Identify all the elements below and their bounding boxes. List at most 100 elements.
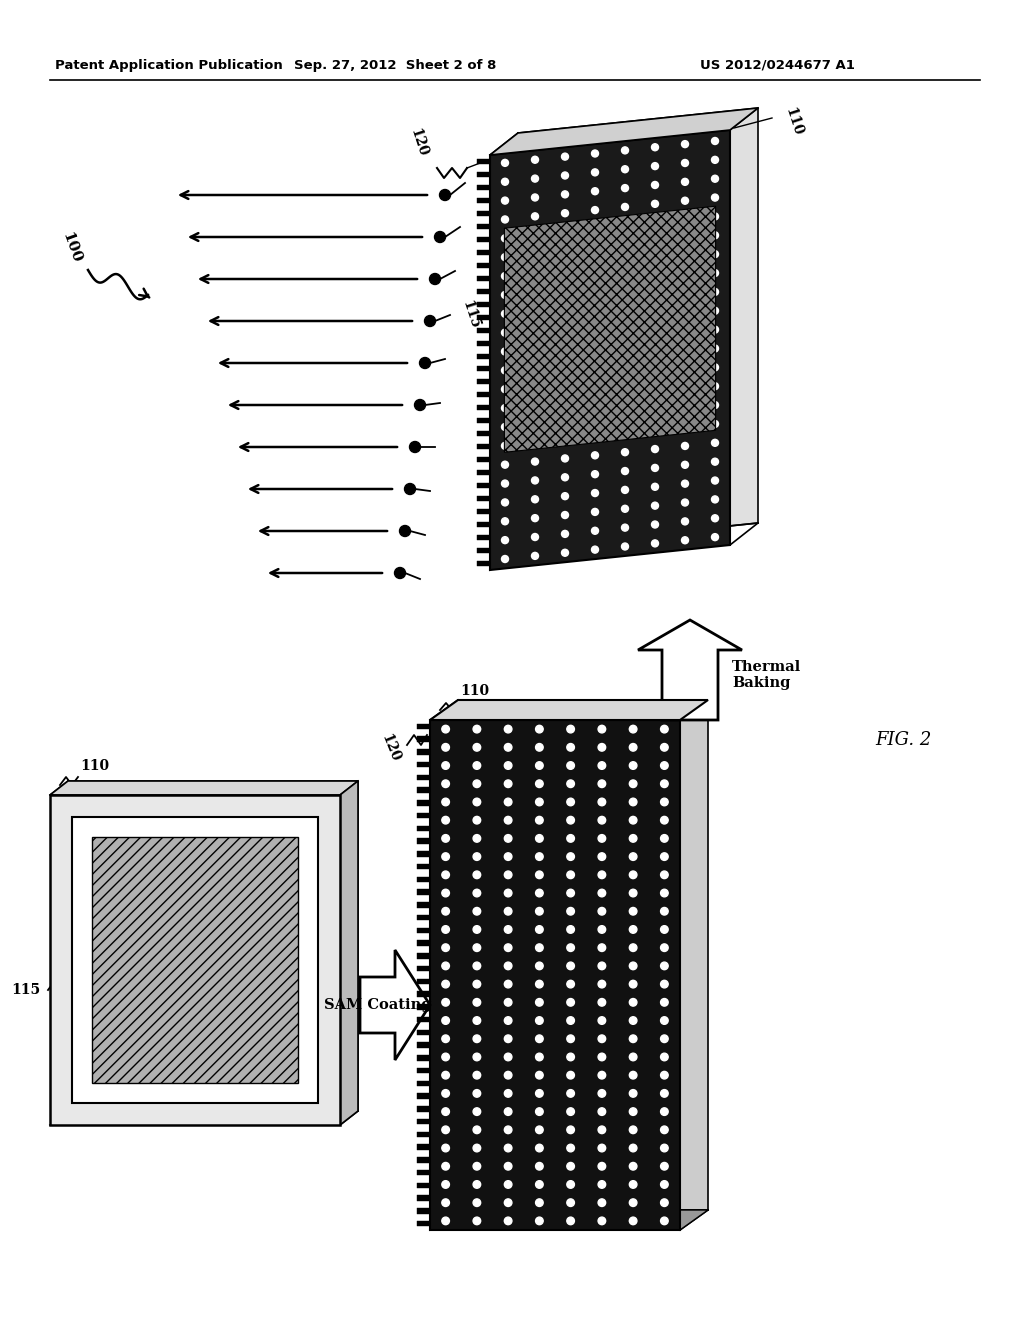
Circle shape bbox=[651, 408, 658, 414]
Circle shape bbox=[651, 540, 658, 546]
Circle shape bbox=[502, 461, 509, 469]
Circle shape bbox=[598, 1072, 605, 1078]
Polygon shape bbox=[505, 206, 716, 453]
Circle shape bbox=[561, 531, 568, 537]
Polygon shape bbox=[477, 341, 490, 346]
Circle shape bbox=[712, 232, 719, 239]
Circle shape bbox=[630, 1180, 637, 1188]
Circle shape bbox=[502, 517, 509, 525]
Text: 120: 120 bbox=[408, 127, 430, 158]
Circle shape bbox=[441, 1217, 450, 1225]
Circle shape bbox=[651, 181, 658, 189]
Polygon shape bbox=[417, 1208, 430, 1213]
Circle shape bbox=[712, 401, 719, 409]
Circle shape bbox=[622, 317, 629, 323]
Circle shape bbox=[660, 1180, 669, 1188]
Circle shape bbox=[651, 465, 658, 471]
Circle shape bbox=[473, 1089, 480, 1097]
Circle shape bbox=[567, 743, 574, 751]
Circle shape bbox=[561, 492, 568, 500]
Circle shape bbox=[505, 1035, 512, 1043]
Polygon shape bbox=[477, 158, 490, 164]
Circle shape bbox=[630, 1016, 637, 1024]
Circle shape bbox=[561, 342, 568, 348]
Circle shape bbox=[425, 315, 435, 326]
Circle shape bbox=[531, 477, 539, 484]
Circle shape bbox=[630, 1072, 637, 1078]
Polygon shape bbox=[477, 367, 490, 371]
Circle shape bbox=[505, 1053, 512, 1061]
Circle shape bbox=[592, 207, 598, 214]
Circle shape bbox=[682, 216, 688, 223]
Circle shape bbox=[682, 253, 688, 261]
Circle shape bbox=[630, 780, 637, 788]
Circle shape bbox=[682, 273, 688, 280]
Circle shape bbox=[531, 213, 539, 220]
Circle shape bbox=[473, 962, 480, 970]
Circle shape bbox=[531, 401, 539, 408]
Polygon shape bbox=[477, 263, 490, 268]
Polygon shape bbox=[638, 620, 742, 719]
Circle shape bbox=[561, 549, 568, 556]
Polygon shape bbox=[417, 863, 430, 870]
Circle shape bbox=[660, 1217, 669, 1225]
Circle shape bbox=[622, 242, 629, 248]
Circle shape bbox=[531, 440, 539, 446]
Circle shape bbox=[531, 533, 539, 540]
Circle shape bbox=[536, 1163, 543, 1170]
Circle shape bbox=[536, 816, 543, 824]
Circle shape bbox=[502, 272, 509, 280]
Text: Sep. 27, 2012  Sheet 2 of 8: Sep. 27, 2012 Sheet 2 of 8 bbox=[294, 58, 497, 71]
Circle shape bbox=[441, 1163, 450, 1170]
Circle shape bbox=[682, 292, 688, 298]
Circle shape bbox=[502, 292, 509, 298]
Circle shape bbox=[660, 799, 669, 805]
Circle shape bbox=[567, 1163, 574, 1170]
Circle shape bbox=[598, 834, 605, 842]
Circle shape bbox=[712, 326, 719, 333]
Polygon shape bbox=[417, 890, 430, 895]
Polygon shape bbox=[417, 1030, 430, 1035]
Circle shape bbox=[622, 335, 629, 342]
Circle shape bbox=[660, 725, 669, 733]
Circle shape bbox=[441, 925, 450, 933]
Polygon shape bbox=[430, 719, 680, 1230]
Circle shape bbox=[660, 743, 669, 751]
Circle shape bbox=[567, 1217, 574, 1225]
Circle shape bbox=[505, 762, 512, 770]
Circle shape bbox=[561, 455, 568, 462]
Polygon shape bbox=[417, 876, 430, 882]
Circle shape bbox=[651, 219, 658, 226]
Circle shape bbox=[536, 725, 543, 733]
Circle shape bbox=[592, 508, 598, 515]
Circle shape bbox=[441, 1107, 450, 1115]
Polygon shape bbox=[477, 327, 490, 333]
Circle shape bbox=[660, 1016, 669, 1024]
Circle shape bbox=[598, 1089, 605, 1097]
Circle shape bbox=[567, 998, 574, 1006]
Circle shape bbox=[660, 1072, 669, 1078]
Circle shape bbox=[598, 981, 605, 987]
Polygon shape bbox=[417, 1081, 430, 1086]
Circle shape bbox=[536, 1016, 543, 1024]
Circle shape bbox=[505, 1217, 512, 1225]
Circle shape bbox=[630, 1144, 637, 1152]
Circle shape bbox=[473, 1053, 480, 1061]
Polygon shape bbox=[430, 700, 708, 719]
Circle shape bbox=[502, 424, 509, 430]
Circle shape bbox=[592, 150, 598, 157]
Circle shape bbox=[531, 308, 539, 314]
Circle shape bbox=[712, 496, 719, 503]
Circle shape bbox=[660, 853, 669, 861]
Polygon shape bbox=[458, 700, 708, 1210]
Circle shape bbox=[567, 871, 574, 879]
Polygon shape bbox=[477, 224, 490, 228]
Circle shape bbox=[561, 323, 568, 330]
Polygon shape bbox=[477, 354, 490, 359]
Circle shape bbox=[441, 871, 450, 879]
Circle shape bbox=[622, 467, 629, 475]
Text: 100: 100 bbox=[59, 230, 83, 265]
Circle shape bbox=[567, 834, 574, 842]
Polygon shape bbox=[417, 750, 430, 755]
Polygon shape bbox=[477, 392, 490, 397]
